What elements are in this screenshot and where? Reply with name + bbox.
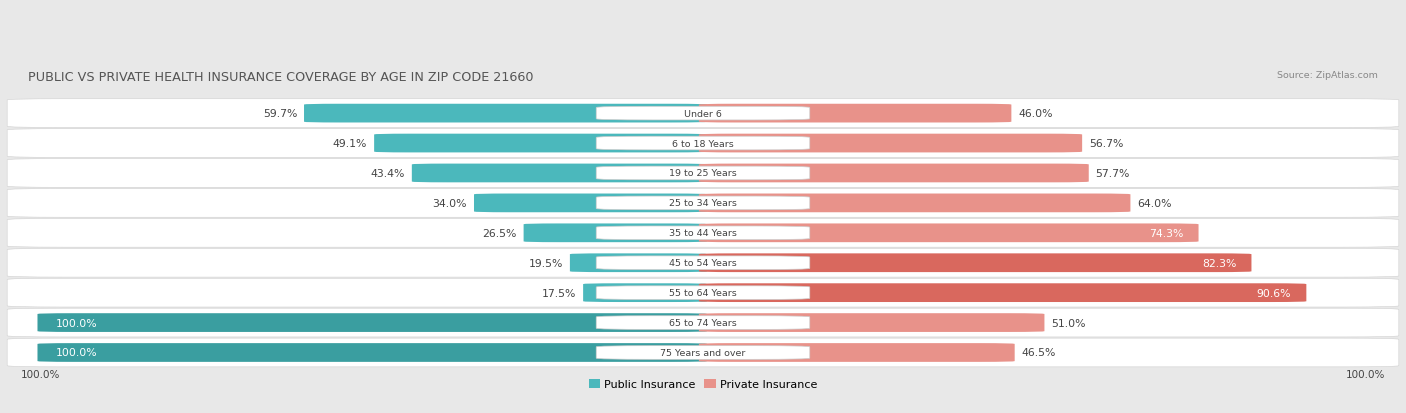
FancyBboxPatch shape [583,284,707,302]
Text: 82.3%: 82.3% [1202,258,1236,268]
FancyBboxPatch shape [699,194,1130,213]
Text: 49.1%: 49.1% [333,139,367,149]
FancyBboxPatch shape [7,159,1399,188]
Text: Under 6: Under 6 [685,109,721,119]
Text: 100.0%: 100.0% [55,318,97,328]
Text: 56.7%: 56.7% [1090,139,1123,149]
Legend: Public Insurance, Private Insurance: Public Insurance, Private Insurance [589,379,817,389]
Text: 57.7%: 57.7% [1095,169,1130,178]
Text: 90.6%: 90.6% [1257,288,1291,298]
Text: 51.0%: 51.0% [1052,318,1085,328]
FancyBboxPatch shape [699,134,1083,153]
FancyBboxPatch shape [596,167,810,180]
FancyBboxPatch shape [596,137,810,150]
Text: 25 to 34 Years: 25 to 34 Years [669,199,737,208]
FancyBboxPatch shape [569,254,707,273]
Text: 55 to 64 Years: 55 to 64 Years [669,288,737,297]
Text: 19.5%: 19.5% [529,258,562,268]
FancyBboxPatch shape [699,104,1011,123]
FancyBboxPatch shape [7,100,1399,128]
FancyBboxPatch shape [523,224,707,242]
FancyBboxPatch shape [412,164,707,183]
FancyBboxPatch shape [7,249,1399,278]
Text: 26.5%: 26.5% [482,228,517,238]
FancyBboxPatch shape [7,129,1399,158]
FancyBboxPatch shape [596,226,810,240]
FancyBboxPatch shape [699,164,1088,183]
Text: 100.0%: 100.0% [55,348,97,358]
FancyBboxPatch shape [38,343,707,362]
FancyBboxPatch shape [304,104,707,123]
Text: 75 Years and over: 75 Years and over [661,348,745,357]
FancyBboxPatch shape [596,316,810,330]
FancyBboxPatch shape [596,346,810,359]
Text: 59.7%: 59.7% [263,109,297,119]
FancyBboxPatch shape [7,219,1399,247]
Text: 34.0%: 34.0% [433,198,467,209]
FancyBboxPatch shape [699,224,1198,242]
Text: 74.3%: 74.3% [1149,228,1184,238]
Text: 43.4%: 43.4% [371,169,405,178]
Text: 35 to 44 Years: 35 to 44 Years [669,229,737,238]
Text: PUBLIC VS PRIVATE HEALTH INSURANCE COVERAGE BY AGE IN ZIP CODE 21660: PUBLIC VS PRIVATE HEALTH INSURANCE COVER… [28,71,533,83]
FancyBboxPatch shape [699,254,1251,273]
FancyBboxPatch shape [596,256,810,270]
FancyBboxPatch shape [699,284,1306,302]
Text: 46.5%: 46.5% [1022,348,1056,358]
FancyBboxPatch shape [374,134,707,153]
FancyBboxPatch shape [596,286,810,300]
FancyBboxPatch shape [699,343,1015,362]
Text: 46.0%: 46.0% [1018,109,1053,119]
FancyBboxPatch shape [596,197,810,210]
FancyBboxPatch shape [7,338,1399,367]
FancyBboxPatch shape [596,107,810,121]
Text: 65 to 74 Years: 65 to 74 Years [669,318,737,327]
FancyBboxPatch shape [7,309,1399,337]
Text: Source: ZipAtlas.com: Source: ZipAtlas.com [1277,71,1378,80]
Text: 100.0%: 100.0% [21,369,60,379]
Text: 6 to 18 Years: 6 to 18 Years [672,139,734,148]
Text: 17.5%: 17.5% [541,288,576,298]
Text: 19 to 25 Years: 19 to 25 Years [669,169,737,178]
Text: 45 to 54 Years: 45 to 54 Years [669,259,737,268]
FancyBboxPatch shape [38,313,707,332]
FancyBboxPatch shape [474,194,707,213]
FancyBboxPatch shape [699,313,1045,332]
Text: 64.0%: 64.0% [1137,198,1171,209]
FancyBboxPatch shape [7,189,1399,218]
FancyBboxPatch shape [7,279,1399,307]
Text: 100.0%: 100.0% [1346,369,1385,379]
